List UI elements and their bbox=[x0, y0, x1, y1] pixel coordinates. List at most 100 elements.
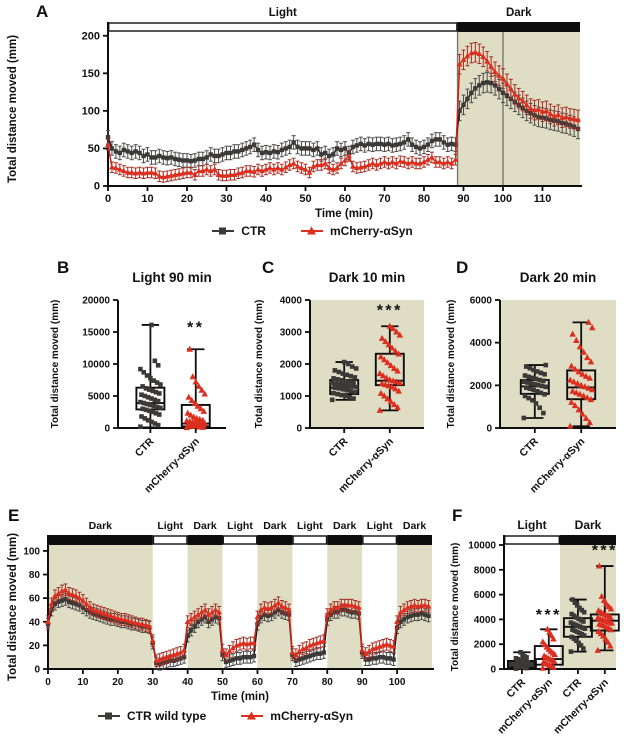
x-tick-label: 50 bbox=[299, 193, 311, 205]
significance-stars: *** bbox=[536, 607, 562, 624]
y-axis-label: Total distance moved (mm) bbox=[7, 533, 19, 681]
y-tick-label: 8000 bbox=[474, 565, 497, 576]
y-tick-label: 2000 bbox=[470, 381, 493, 392]
panel-e-chart: Dark Light Dark Light Dark Light Dark Light Dark… bbox=[7, 520, 434, 703]
y-tick-label: 6000 bbox=[474, 590, 497, 601]
group-label: CTR bbox=[517, 435, 541, 459]
y-tick-label: 15000 bbox=[82, 328, 110, 339]
y-tick-label: 5000 bbox=[88, 392, 111, 403]
panel-c-letter: C bbox=[262, 258, 275, 277]
y-tick-label: 0 bbox=[486, 424, 492, 435]
legend-label-syn: mCherry-αSyn bbox=[270, 709, 354, 723]
panel-b-chart: Light 90 min 0 5000 10000 15000 20000 Total di… bbox=[50, 270, 226, 495]
phase-label: Light bbox=[269, 7, 297, 19]
y-tick-label: 3000 bbox=[280, 328, 303, 339]
syn-triangle-marker-icon bbox=[300, 226, 323, 235]
x-tick-label: 80 bbox=[418, 193, 430, 205]
y-tick-label: 200 bbox=[82, 30, 100, 42]
legend-label-ctr: CTR bbox=[241, 224, 266, 238]
y-tick-label: 1000 bbox=[280, 392, 303, 403]
ctr-square-marker-icon bbox=[97, 712, 120, 720]
group-label: CTR bbox=[504, 676, 528, 700]
panel-a-chart: Light Dark 0 50 100 150 200 0 10 20 30 40 50 60 70 80 90… bbox=[7, 7, 582, 220]
phase-label: Light bbox=[367, 520, 393, 532]
y-tick-label: 150 bbox=[82, 68, 100, 80]
chart-title: Light 90 min bbox=[132, 270, 212, 285]
y-axis-label: Total distance moved (mm) bbox=[446, 300, 457, 429]
y-tick-label: 0 bbox=[94, 181, 100, 193]
panel-a-legend: CTR mCherry-αSyn bbox=[0, 224, 624, 238]
x-tick-label: 50 bbox=[217, 677, 229, 688]
panel-b: Light 90 min 0 5000 10000 15000 20000 Total di… bbox=[40, 256, 252, 508]
x-tick-label: 100 bbox=[389, 677, 406, 688]
y-tick-label: 20000 bbox=[82, 296, 110, 307]
x-tick-label: 10 bbox=[77, 677, 89, 688]
ctr-square-marker-icon bbox=[212, 227, 235, 235]
y-tick-label: 50 bbox=[88, 143, 100, 155]
phase-label: Light bbox=[227, 520, 253, 532]
y-tick-label: 60 bbox=[29, 594, 41, 605]
panel-e: Dark Light Dark Light Dark Light Dark Light Dark… bbox=[0, 503, 450, 740]
x-tick-label: 0 bbox=[105, 193, 111, 205]
y-tick-label: 20 bbox=[29, 641, 41, 652]
phase-label: Dark bbox=[506, 7, 532, 19]
y-tick-label: 4000 bbox=[280, 296, 303, 307]
x-tick-label: 40 bbox=[182, 677, 194, 688]
panel-e-letter: E bbox=[8, 506, 20, 525]
phase-label: Dark bbox=[403, 520, 427, 532]
section-label: Dark bbox=[575, 518, 602, 532]
group-label: CTR bbox=[133, 435, 157, 459]
section-label: Light bbox=[517, 518, 546, 532]
panel-a-letter: A bbox=[36, 2, 49, 21]
legend-item-syn: mCherry-αSyn bbox=[240, 709, 353, 723]
x-tick-label: 40 bbox=[260, 193, 272, 205]
panel-c: Dark 10 min 0 1000 2000 3000 4000 Total distan… bbox=[244, 256, 440, 508]
legend-item-ctr-wild-type: CTR wild type bbox=[97, 709, 206, 723]
y-tick-label: 0 bbox=[296, 424, 302, 435]
x-axis-label: Time (min) bbox=[211, 691, 269, 703]
x-tick-label: 30 bbox=[147, 677, 159, 688]
y-axis-label: Total distance moved (mm) bbox=[7, 35, 19, 183]
chart-title: Dark 20 min bbox=[520, 270, 597, 285]
panel-e-legend: CTR wild type mCherry-αSyn bbox=[0, 709, 450, 723]
group-label: CTR bbox=[327, 435, 351, 459]
x-tick-label: 30 bbox=[220, 193, 232, 205]
y-tick-label: 10000 bbox=[468, 541, 496, 552]
x-tick-label: 60 bbox=[252, 677, 264, 688]
x-tick-label: 80 bbox=[322, 677, 334, 688]
y-axis-label: Total distance moved (mm) bbox=[50, 300, 61, 429]
y-tick-label: 80 bbox=[29, 570, 41, 581]
phase-label: Light bbox=[157, 520, 183, 532]
x-tick-label: 0 bbox=[45, 677, 51, 688]
panel-c-chart: Dark 10 min 0 1000 2000 3000 4000 Total distan… bbox=[254, 270, 424, 495]
syn-triangle-marker-icon bbox=[241, 711, 264, 720]
phase-label: Dark bbox=[89, 520, 113, 532]
x-tick-label: 100 bbox=[494, 193, 512, 205]
x-tick-label: 70 bbox=[378, 193, 390, 205]
panel-f-letter: F bbox=[452, 506, 463, 525]
group-label: CTR bbox=[560, 676, 584, 700]
y-tick-label: 4000 bbox=[470, 338, 493, 349]
x-axis-label: Time (min) bbox=[315, 208, 373, 220]
significance-stars: ** bbox=[187, 320, 204, 337]
x-tick-label: 20 bbox=[112, 677, 124, 688]
phase-label: Light bbox=[297, 520, 323, 532]
phase-label: Dark bbox=[193, 520, 217, 532]
y-tick-label: 6000 bbox=[470, 296, 493, 307]
panel-b-letter: B bbox=[57, 258, 70, 277]
legend-item-ctr: CTR bbox=[211, 224, 266, 238]
y-tick-label: 0 bbox=[104, 424, 110, 435]
legend-item-syn: mCherry-αSyn bbox=[300, 224, 413, 238]
panel-f-chart: Light Dark 0 2000 4000 6000 8000 10000 Total dis… bbox=[450, 518, 620, 736]
y-tick-label: 0 bbox=[34, 665, 40, 676]
y-tick-label: 2000 bbox=[474, 640, 497, 651]
x-tick-label: 90 bbox=[457, 193, 469, 205]
x-tick-label: 110 bbox=[534, 193, 552, 205]
x-tick-label: 10 bbox=[141, 193, 153, 205]
y-tick-label: 40 bbox=[29, 617, 41, 628]
phase-label: Dark bbox=[333, 520, 357, 532]
y-tick-label: 10000 bbox=[82, 360, 110, 371]
y-tick-label: 2000 bbox=[280, 360, 303, 371]
phase-label: Dark bbox=[263, 520, 287, 532]
